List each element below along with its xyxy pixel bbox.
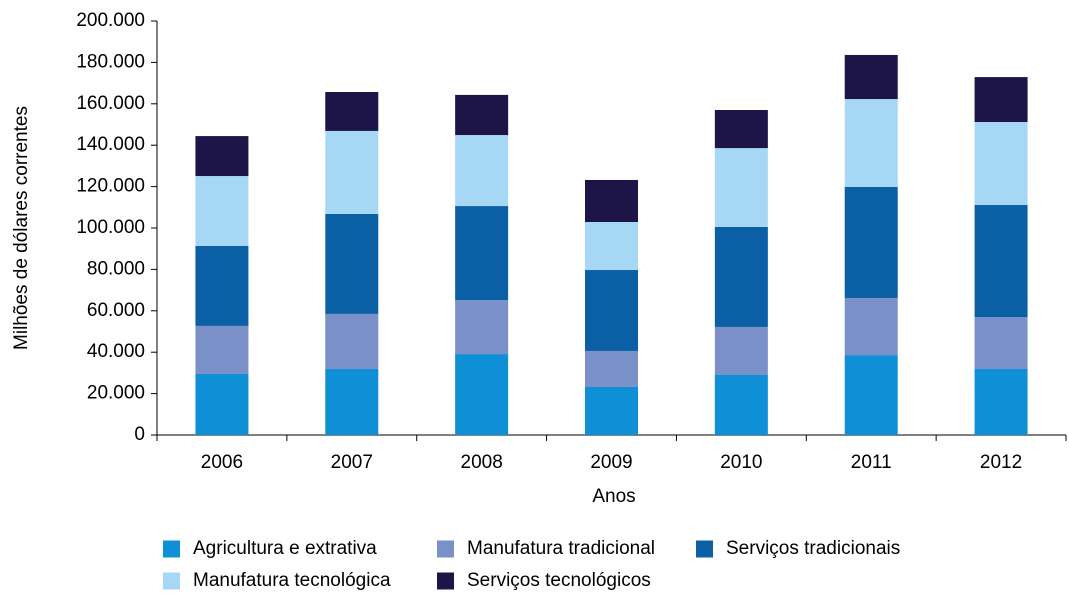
legend-label: Agricultura e extrativa [193, 538, 377, 559]
bar-segment [844, 99, 898, 188]
x-tick-label: 2011 [851, 452, 892, 473]
x-tick-label: 2007 [331, 452, 373, 473]
legend-swatch [163, 540, 180, 558]
bar-segment [455, 135, 509, 207]
x-axis-label: Anos [592, 486, 635, 507]
bar-segment [455, 300, 509, 355]
x-tick-label: 2010 [720, 452, 762, 473]
y-tick-label: 100.000 [76, 217, 145, 238]
legend-label: Serviços tecnológicos [467, 570, 651, 591]
bar-segment [714, 326, 768, 375]
bar-segment [195, 136, 249, 177]
bar-segment [455, 206, 509, 301]
bar-segment [974, 205, 1028, 318]
legend-label: Serviços tradicionais [726, 538, 900, 559]
bar-segment [585, 386, 638, 435]
bar-segment [714, 226, 768, 327]
legend-label: Manufatura tradicional [467, 538, 655, 559]
bar-segment [714, 374, 768, 435]
bar-segment [974, 317, 1028, 369]
bar-segment [585, 350, 638, 387]
bar-segment [195, 176, 249, 247]
bar-segment [974, 122, 1028, 206]
bar-segment [585, 221, 638, 271]
bar-segment [974, 77, 1028, 123]
bar-segment [844, 54, 898, 100]
x-tick-label: 2012 [980, 452, 1022, 473]
bar-segment [974, 368, 1028, 435]
bar-segment [585, 179, 638, 222]
legend-swatch [437, 540, 454, 558]
y-tick-label: 80.000 [87, 258, 145, 279]
x-tick-label: 2009 [590, 452, 632, 473]
bar-segment [325, 130, 379, 214]
bar-segment [325, 92, 379, 131]
bar-segment [195, 246, 249, 326]
bar-segment [844, 187, 898, 298]
y-tick-label: 200.000 [76, 10, 145, 31]
y-tick-label: 140.000 [76, 134, 145, 155]
y-tick-label: 160.000 [76, 93, 145, 114]
bar-segment [844, 297, 898, 356]
y-tick-label: 180.000 [76, 51, 145, 72]
bar-segment [844, 355, 898, 435]
bar-segment [325, 313, 379, 369]
legend-swatch [163, 572, 180, 590]
x-tick-label: 2006 [201, 452, 243, 473]
y-tick-label: 40.000 [87, 341, 145, 362]
bar-segment [195, 325, 249, 374]
bar-segment [325, 368, 379, 435]
bar-segment [585, 270, 638, 351]
legend-label: Manufatura tecnológica [193, 570, 391, 591]
y-tick-label: 120.000 [76, 176, 145, 197]
bar-segment [195, 373, 249, 435]
x-tick-label: 2008 [461, 452, 503, 473]
bar-segment [714, 110, 768, 149]
bar-segment [455, 354, 509, 435]
bar-segment [325, 213, 379, 314]
legend-swatch [437, 572, 454, 590]
bar-segment [455, 94, 509, 136]
y-axis-label: Milhões de dólares correntes [11, 106, 32, 350]
y-tick-label: 0 [134, 424, 145, 445]
bar-segment [714, 148, 768, 227]
y-tick-label: 60.000 [87, 300, 145, 321]
legend-swatch [696, 540, 713, 558]
y-tick-label: 20.000 [87, 383, 145, 404]
